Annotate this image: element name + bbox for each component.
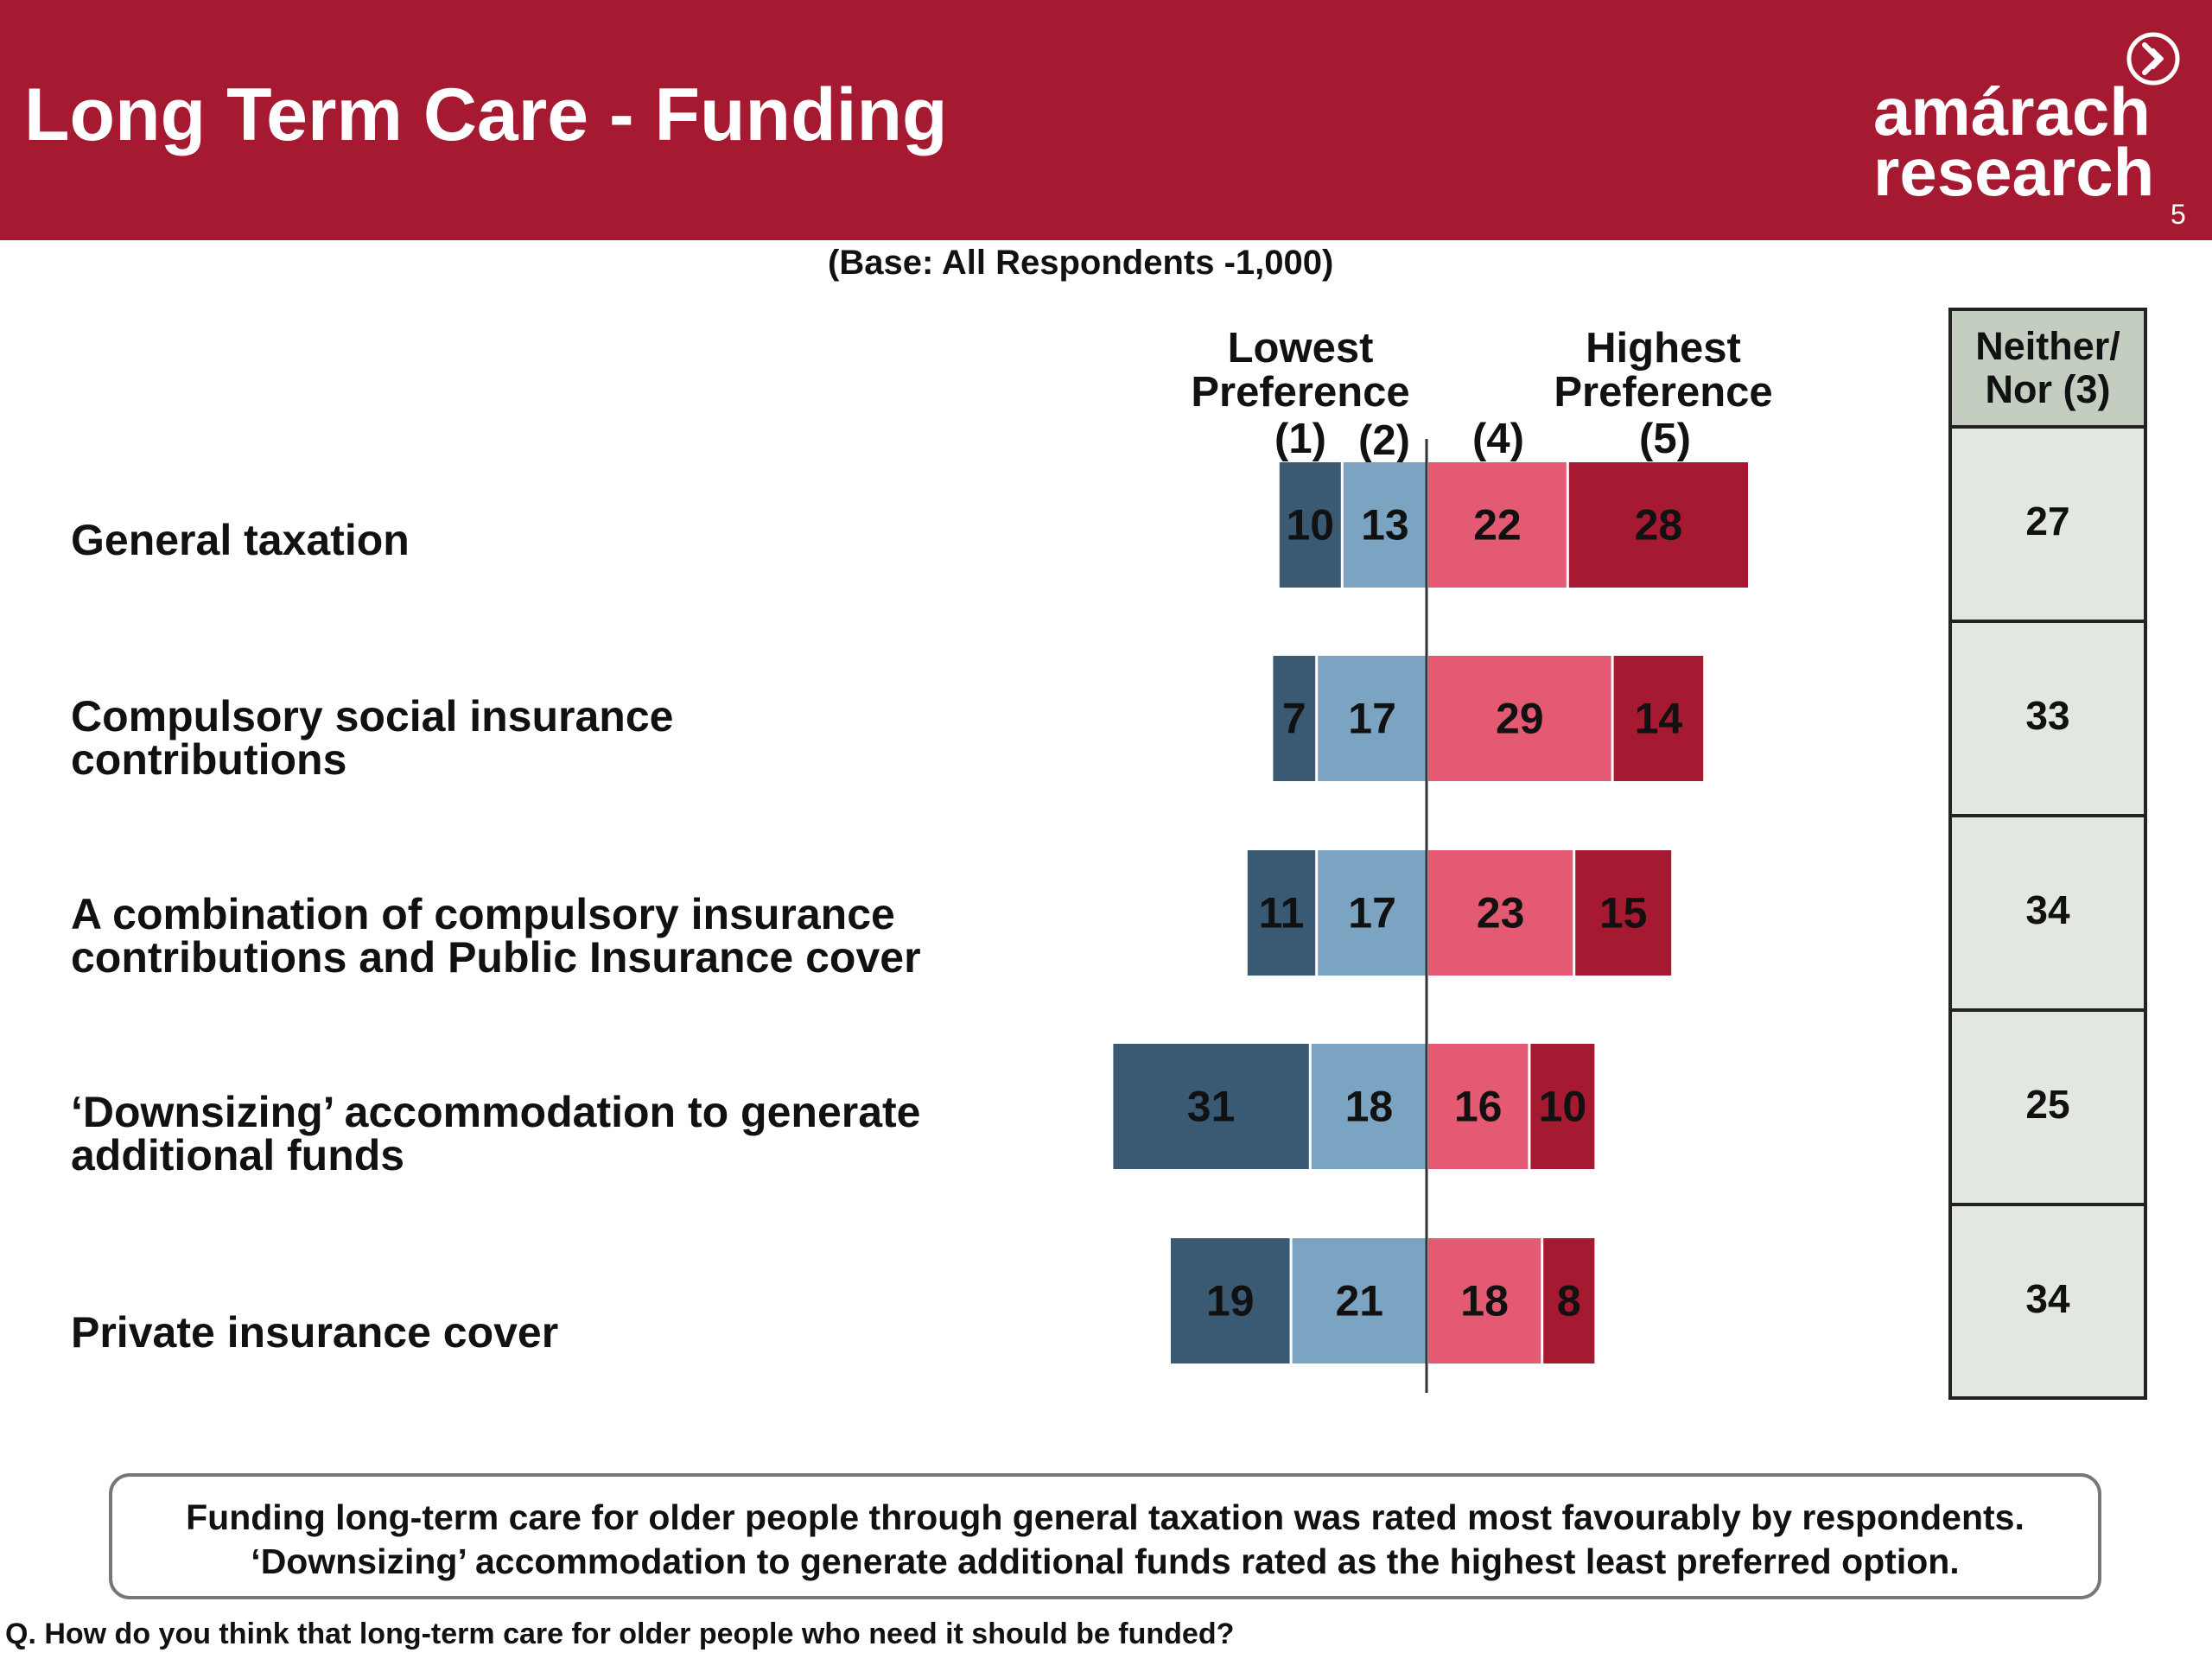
bar-value-label: 22 bbox=[1473, 501, 1522, 550]
bar-segment-5 bbox=[1613, 656, 1704, 781]
bar-value-label: 21 bbox=[1335, 1277, 1383, 1325]
neither-nor-cell: 34 bbox=[1952, 817, 2144, 1012]
row-label-line2: contributions and Public Insurance cover bbox=[71, 933, 921, 982]
bar-value-label: 14 bbox=[1635, 695, 1683, 743]
row-label: Compulsory social insurance contribution… bbox=[71, 695, 673, 781]
row-label-line1: Compulsory social insurance bbox=[71, 692, 674, 741]
bar-segment-2 bbox=[1292, 1238, 1427, 1363]
bar-value-label: 18 bbox=[1345, 1083, 1394, 1131]
bar-segment-1 bbox=[1171, 1238, 1290, 1363]
bar-value-label: 31 bbox=[1187, 1083, 1236, 1131]
neither-header-line1: Neither/ bbox=[1975, 324, 2120, 368]
bar-segment-2 bbox=[1318, 850, 1427, 976]
header-banner: Long Term Care - Funding amárach researc… bbox=[0, 0, 2212, 240]
page-title: Long Term Care - Funding bbox=[24, 73, 948, 156]
summary-line2: ‘Downsizing’ accommodation to generate a… bbox=[251, 1541, 1960, 1582]
neither-header-line2: Nor (3) bbox=[1985, 366, 2111, 411]
row-label-line1: Private insurance cover bbox=[71, 1308, 559, 1357]
bar-value-label: 29 bbox=[1496, 695, 1544, 743]
row-label: A combination of compulsory insurance co… bbox=[71, 893, 921, 979]
bar-segment-1 bbox=[1247, 850, 1316, 976]
row-label-line1: A combination of compulsory insurance bbox=[71, 890, 895, 938]
row-label-line2: contributions bbox=[71, 735, 347, 784]
chevron-circle-icon bbox=[2126, 32, 2180, 86]
bar-segment-4 bbox=[1428, 462, 1567, 588]
bar-value-label: 16 bbox=[1454, 1083, 1503, 1131]
bar-segment-1 bbox=[1113, 1044, 1309, 1169]
bar-value-label: 11 bbox=[1259, 889, 1305, 938]
lowest-preference-heading: Lowest Preference bbox=[1184, 325, 1417, 416]
bar-segment-4 bbox=[1428, 1044, 1529, 1169]
bar-value-label: 10 bbox=[1286, 501, 1334, 550]
logo-text-line1: amárach bbox=[1873, 73, 2151, 149]
bar-value-label: 28 bbox=[1635, 501, 1683, 550]
bar-value-label: 17 bbox=[1348, 889, 1396, 938]
bar-segment-5 bbox=[1530, 1044, 1595, 1169]
bar-value-label: 15 bbox=[1599, 889, 1648, 938]
summary-box: Funding long-term care for older people … bbox=[109, 1473, 2101, 1599]
row-label: ‘Downsizing’ accommodation to generate a… bbox=[71, 1090, 920, 1177]
row-label-line2: additional funds bbox=[71, 1131, 405, 1179]
bar-segment-4 bbox=[1428, 850, 1573, 976]
bar-value-label: 8 bbox=[1557, 1277, 1581, 1325]
lowest-heading-line2: Preference bbox=[1191, 369, 1410, 416]
logo-text-line2: research bbox=[1873, 134, 2155, 210]
bar-segment-2 bbox=[1311, 1044, 1427, 1169]
neither-nor-column: Neither/ Nor (3) 27 33 34 25 34 bbox=[1948, 308, 2147, 1400]
brand-logo: amárach research bbox=[1858, 24, 2180, 214]
summary-line1: Funding long-term care for older people … bbox=[186, 1497, 2024, 1537]
bar-segment-2 bbox=[1343, 462, 1427, 588]
bar-segment-4 bbox=[1428, 656, 1611, 781]
bar-value-label: 10 bbox=[1539, 1083, 1587, 1131]
survey-question: Q. How do you think that long-term care … bbox=[5, 1618, 1235, 1650]
highest-heading-line1: Highest bbox=[1586, 325, 1741, 372]
row-label: General taxation bbox=[71, 518, 410, 562]
bar-value-label: 19 bbox=[1206, 1277, 1255, 1325]
neither-nor-cell: 25 bbox=[1952, 1012, 2144, 1206]
lowest-heading-line1: Lowest bbox=[1227, 325, 1374, 372]
column-label-5: (5) bbox=[1639, 416, 1691, 462]
bar-segment-1 bbox=[1273, 656, 1316, 781]
neither-nor-cell: 33 bbox=[1952, 623, 2144, 817]
bar-value-label: 23 bbox=[1477, 889, 1525, 938]
bar-value-label: 13 bbox=[1361, 501, 1409, 550]
bar-value-label: 17 bbox=[1348, 695, 1396, 743]
neither-nor-header: Neither/ Nor (3) bbox=[1952, 311, 2144, 429]
row-label: Private insurance cover bbox=[71, 1311, 558, 1354]
column-label-4: (4) bbox=[1472, 416, 1524, 462]
column-label-1: (1) bbox=[1274, 416, 1326, 462]
neither-nor-cell: 34 bbox=[2025, 1276, 2070, 1321]
bar-segment-1 bbox=[1279, 462, 1341, 588]
bar-segment-4 bbox=[1428, 1238, 1541, 1363]
column-label-2: (2) bbox=[1358, 417, 1410, 464]
neither-nor-cell: 27 bbox=[1952, 429, 2144, 623]
page-number: 5 bbox=[2171, 199, 2186, 230]
bar-value-label: 18 bbox=[1460, 1277, 1509, 1325]
row-label-line1: ‘Downsizing’ accommodation to generate bbox=[71, 1088, 921, 1136]
base-note: (Base: All Respondents -1,000) bbox=[828, 244, 1334, 282]
highest-preference-heading: Highest Preference bbox=[1547, 325, 1780, 416]
row-label-line1: General taxation bbox=[71, 516, 410, 564]
bar-segment-2 bbox=[1318, 656, 1427, 781]
highest-heading-line2: Preference bbox=[1554, 369, 1773, 416]
bar-value-label: 7 bbox=[1282, 695, 1306, 743]
bar-segment-5 bbox=[1543, 1238, 1595, 1363]
bar-segment-5 bbox=[1568, 462, 1748, 588]
bar-segment-5 bbox=[1575, 850, 1672, 976]
